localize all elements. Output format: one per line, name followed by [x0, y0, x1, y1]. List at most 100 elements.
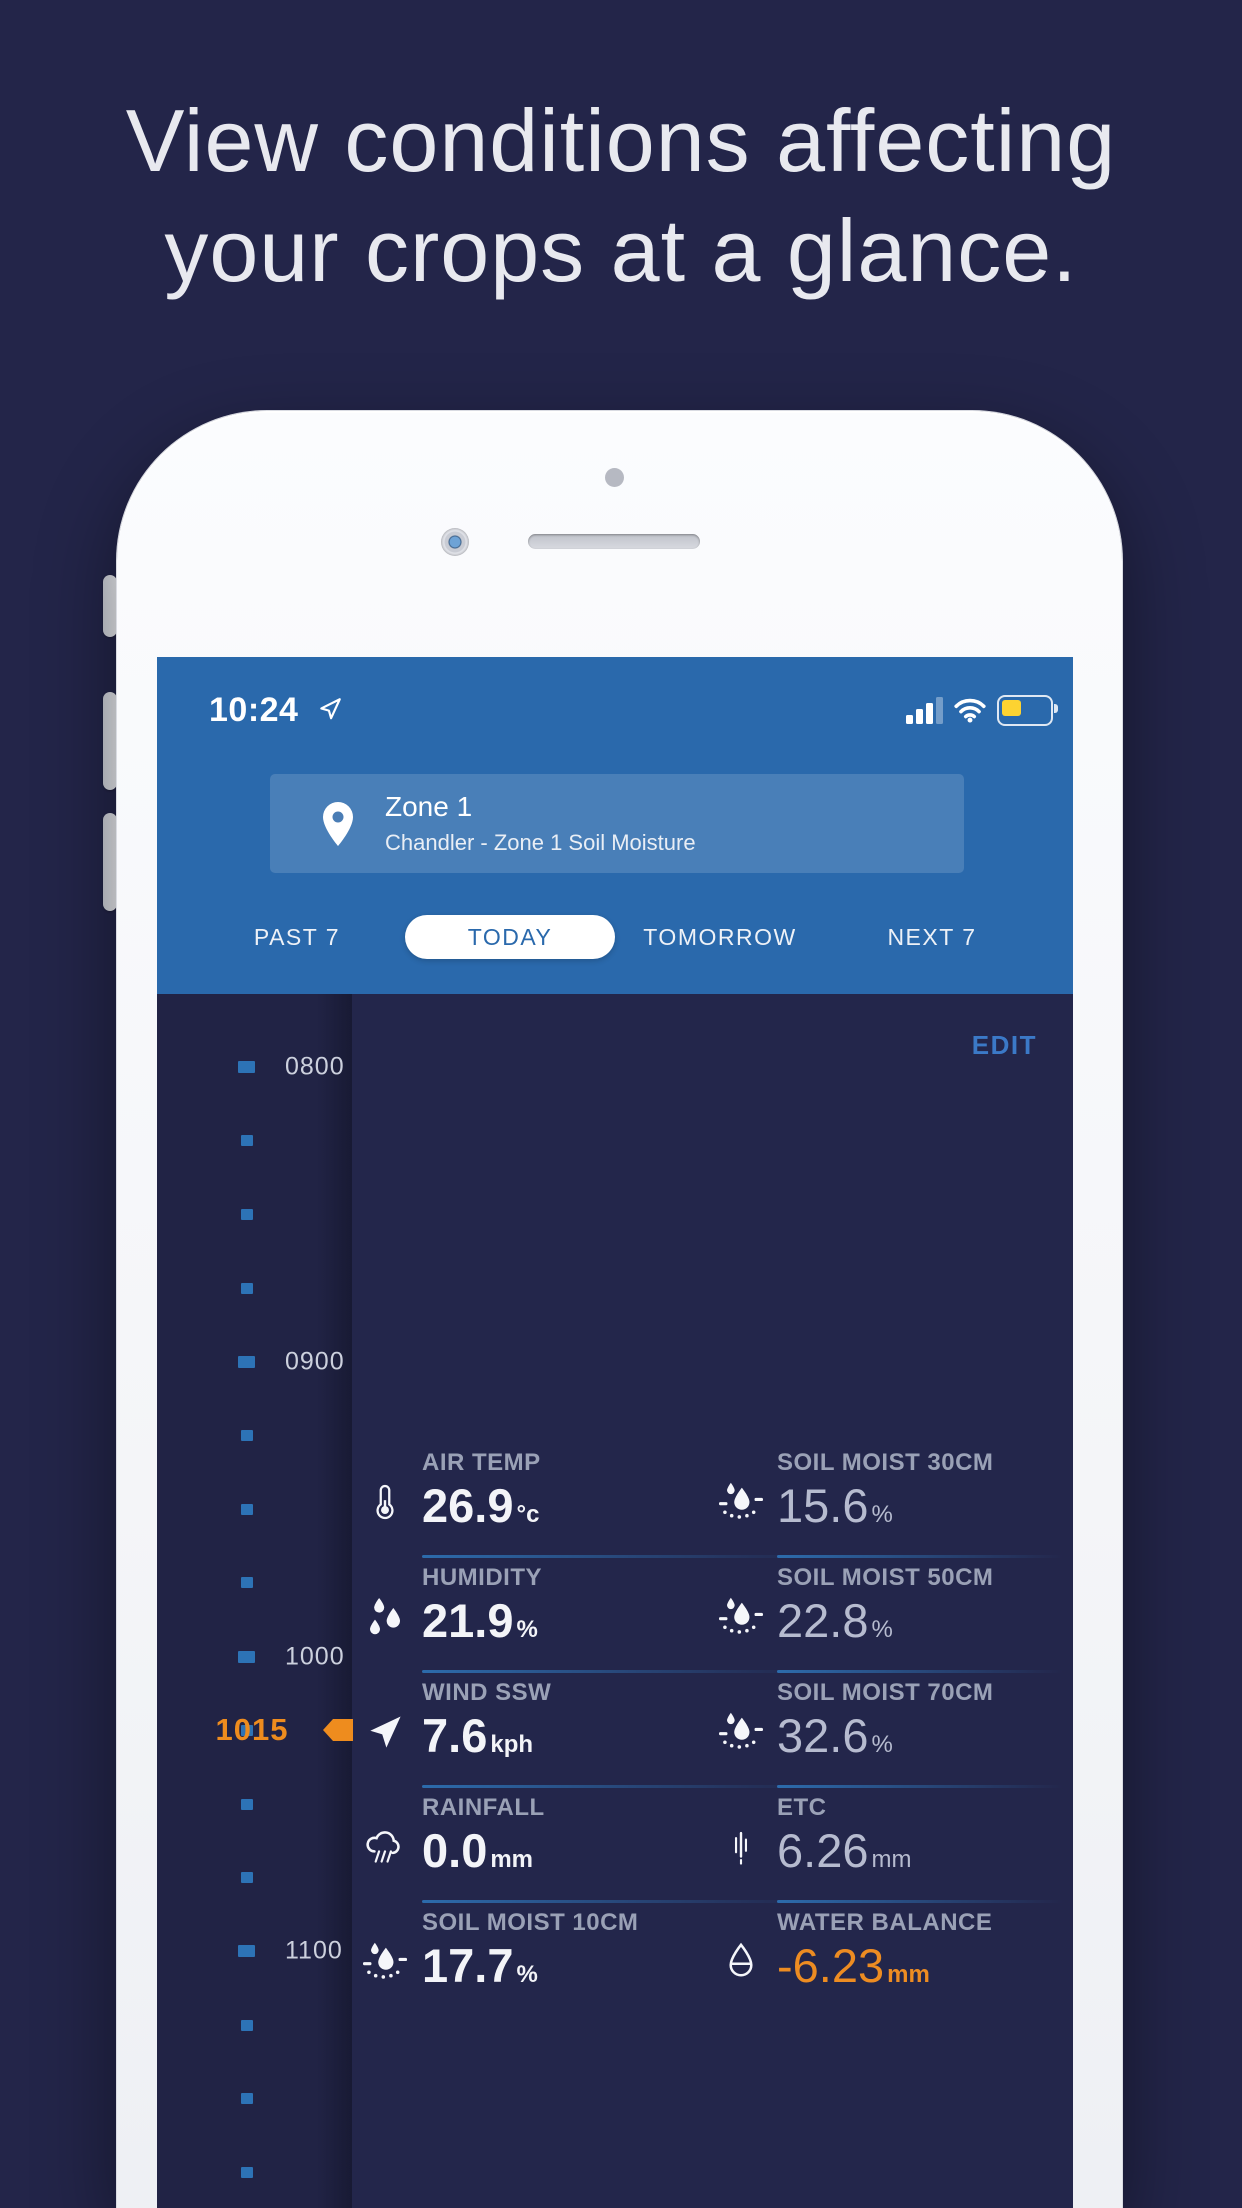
tab-next-7[interactable]: NEXT 7 [887, 924, 977, 950]
timeline-quarter-tick [241, 2019, 253, 2031]
timeline-hour-label: 1000 [285, 1642, 345, 1671]
soil-moisture-icon [713, 1703, 769, 1763]
edit-button[interactable]: EDIT [971, 1030, 1037, 1060]
metric-value: 7.6 kph [422, 1710, 551, 1771]
timeline-quarter-tick [241, 2093, 253, 2105]
metric-label: HUMIDITY [422, 1564, 542, 1591]
metric-value: 32.6% [777, 1710, 993, 1771]
metric-unit: % [516, 1616, 538, 1643]
marketing-heading: View conditions affecting your crops at … [0, 86, 1242, 306]
divider [777, 1900, 1063, 1903]
tab-tomorrow[interactable]: TOMORROW [643, 924, 797, 950]
metric-value: 21.9% [422, 1595, 542, 1656]
soil-moisture-icon [357, 1933, 413, 1993]
timeline-hour-tick [238, 1355, 255, 1368]
divider [422, 1670, 812, 1673]
metric-unit: mm [871, 1846, 912, 1873]
metric-unit: % [871, 1616, 893, 1643]
soil-moisture-icon [713, 1588, 769, 1648]
metric-value: 15.6% [777, 1480, 993, 1541]
app-screen: 10:24 [157, 657, 1073, 2208]
metric-label: WIND SSW [422, 1679, 552, 1706]
metric-value: 0.0 mm [422, 1825, 545, 1886]
timeline-quarter-tick [241, 1577, 253, 1589]
rainfall-icon [357, 1818, 413, 1878]
evapotranspiration-icon [713, 1818, 769, 1878]
humidity-icon [357, 1588, 413, 1648]
timeline-quarter-tick [241, 1135, 253, 1147]
metric-label: SOIL MOIST 30CM [777, 1449, 994, 1476]
timeline-hour-label: 0800 [285, 1052, 345, 1081]
timeline-hour-tick [238, 1061, 255, 1073]
timeline-quarter-tick [241, 1798, 253, 1810]
metric-row: SOIL MOIST 10CM 17.7% WATER BALANCE -6.23 mm [157, 1909, 1073, 2024]
tab-past-7[interactable]: PAST 7 [253, 924, 341, 950]
cell-signal-icon [906, 696, 943, 724]
metric-label: AIR TEMP [422, 1449, 541, 1476]
time-range-tabbar: PAST 7 TODAY TOMORROW NEXT 7 [157, 915, 1073, 961]
metric-row: WIND SSW 7.6 kph SOIL MOIST 70CM 32.6% [157, 1679, 1073, 1794]
timeline-quarter-tick [241, 1503, 253, 1515]
metric-value: 22.8% [777, 1595, 993, 1656]
metric-label: RAINFALL [422, 1794, 545, 1821]
timeline-quarter-tick [241, 1430, 253, 1441]
metric-unit: mm [490, 1846, 534, 1873]
metric-row: HUMIDITY 21.9% SOIL MOIST 50CM 22.8% [157, 1564, 1073, 1679]
status-bar: 10:24 [209, 691, 1058, 731]
timeline-scale[interactable]: 0800 0900 1000 1015 1100 [157, 994, 353, 2208]
metric-value: -6.23 mm [777, 1940, 992, 2001]
metric-value: 26.9 °c [422, 1480, 541, 1541]
tab-label: TODAY [467, 923, 553, 950]
battery-icon [997, 694, 1058, 726]
divider [777, 1555, 1063, 1558]
metric-row: AIR TEMP 26.9 °c SOIL MOIST 30CM 15.6% [157, 1449, 1073, 1564]
divider [422, 1785, 812, 1788]
metric-unit: kph [490, 1731, 534, 1758]
status-icons [906, 693, 1058, 727]
zone-description: Chandler - Zone 1 Soil Moisture [385, 830, 696, 855]
metric-value: 6.26 mm [777, 1825, 911, 1886]
location-pin-icon [320, 800, 356, 848]
volume-up-button [103, 692, 117, 790]
metric-unit: mm [887, 1961, 930, 1988]
metric-value: 17.7% [422, 1940, 638, 2001]
timeline-hour-label: 0900 [285, 1347, 345, 1376]
divider [422, 1555, 812, 1558]
metric-unit: % [516, 1961, 538, 1988]
volume-down-button [103, 813, 117, 911]
mute-switch [103, 575, 117, 637]
thermometer-icon [357, 1473, 413, 1533]
timeline-hour-tick [238, 1945, 255, 1958]
battery-level [1002, 699, 1021, 716]
divider [777, 1785, 1063, 1788]
location-arrow-icon [317, 696, 343, 722]
timeline-hour-tick [238, 1650, 255, 1663]
metric-label: SOIL MOIST 70CM [777, 1679, 994, 1706]
divider [422, 1900, 812, 1903]
heading-line-1: View conditions affecting [125, 91, 1117, 190]
timeline-hour-label: 1100 [285, 1936, 343, 1965]
timeline-quarter-tick [241, 2167, 253, 2178]
timeline-quarter-tick [241, 1724, 253, 1736]
wind-direction-icon [357, 1703, 413, 1763]
timeline-quarter-tick [241, 1282, 253, 1294]
zone-name: Zone 1 [385, 791, 473, 822]
tab-today[interactable]: TODAY [405, 915, 615, 959]
wifi-icon [953, 697, 987, 723]
timeline-quarter-tick [241, 1872, 253, 1884]
metric-unit: % [871, 1731, 893, 1758]
proximity-sensor [605, 468, 624, 487]
conditions-panel: 0800 0900 1000 1015 1100 EDIT AIR TEMP 26.9 °c… [157, 994, 1073, 2208]
metric-unit: °c [516, 1501, 540, 1528]
current-time-label: 1015 [215, 1712, 289, 1748]
heading-line-2: your crops at a glance. [164, 201, 1078, 300]
status-time: 10:24 [209, 691, 299, 729]
metric-label: ETC [777, 1794, 827, 1821]
water-balance-icon [713, 1933, 769, 1993]
timeline-quarter-tick [241, 1208, 253, 1220]
zone-selector[interactable]: Zone 1 Chandler - Zone 1 Soil Moisture [270, 774, 964, 873]
metric-row: RAINFALL 0.0 mm ETC 6.26 mm [157, 1794, 1073, 1909]
front-camera [441, 528, 469, 556]
metric-unit: % [871, 1501, 893, 1528]
